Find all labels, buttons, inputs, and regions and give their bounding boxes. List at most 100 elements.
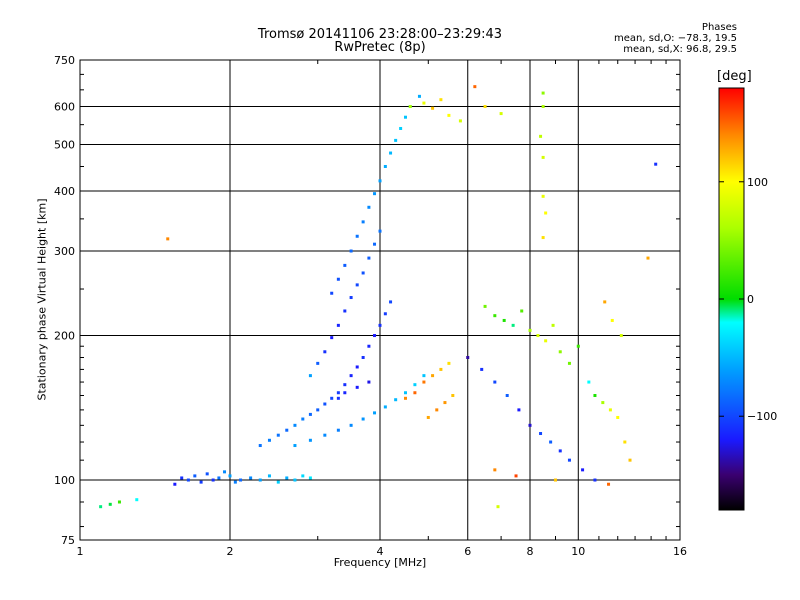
data-point [502, 318, 506, 322]
data-point [422, 374, 426, 378]
data-point [567, 458, 571, 462]
data-point [539, 134, 543, 138]
x-tick-label: 10 [571, 545, 585, 558]
data-point [517, 408, 521, 412]
data-point [511, 323, 515, 327]
data-point [413, 391, 417, 395]
y-tick-label: 75 [61, 534, 75, 547]
data-point [293, 423, 297, 427]
data-point [361, 220, 365, 224]
data-point [293, 478, 297, 482]
data-point [422, 101, 426, 105]
data-point [439, 367, 443, 371]
colorbar-ticks: 100 0 −100 [719, 176, 777, 423]
data-point [285, 428, 289, 432]
data-point [233, 480, 237, 484]
x-tick-label: 16 [673, 545, 687, 558]
legend-entry-o: mean, sd,O: −78.3, 19.5 [614, 33, 737, 44]
data-point [493, 380, 497, 384]
data-point [180, 476, 184, 480]
data-point [581, 468, 585, 472]
data-point [186, 478, 190, 482]
data-point [308, 476, 312, 480]
data-point [217, 476, 221, 480]
colorbar-label: [deg] [717, 69, 752, 84]
data-point [199, 480, 203, 484]
data-point [403, 115, 407, 119]
data-point [293, 444, 297, 448]
data-point [553, 478, 557, 482]
data-point [451, 394, 455, 398]
data-point [355, 385, 359, 389]
data-point [576, 344, 580, 348]
data-point [520, 309, 524, 313]
colorbar-tick-label: −100 [747, 410, 777, 423]
data-point [628, 458, 632, 462]
data-point [373, 411, 377, 415]
data-point [422, 380, 426, 384]
data-point [267, 474, 271, 478]
data-point [616, 415, 620, 419]
data-point [330, 336, 334, 340]
data-point [343, 391, 347, 395]
x-tick-label: 8 [527, 545, 534, 558]
data-point [336, 391, 340, 395]
data-point [473, 85, 477, 89]
data-point [417, 94, 421, 98]
data-point [173, 482, 177, 486]
data-point [431, 106, 435, 110]
data-point [343, 263, 347, 267]
x-tick-label: 1 [77, 545, 84, 558]
y-tick-label: 600 [54, 101, 75, 114]
data-point [567, 361, 571, 365]
data-point [607, 482, 611, 486]
data-point [541, 91, 545, 95]
data-point [389, 151, 393, 155]
data-point [603, 300, 607, 304]
data-point [108, 502, 112, 506]
data-point [528, 328, 532, 332]
y-tick-label: 100 [54, 474, 75, 487]
x-tick-label: 2 [227, 545, 234, 558]
data-point [466, 355, 470, 359]
data-point [316, 361, 320, 365]
data-point [323, 402, 327, 406]
data-point [383, 164, 387, 168]
data-point [394, 138, 398, 142]
data-point [378, 229, 382, 233]
data-point [349, 296, 353, 300]
y-tick-label: 200 [54, 330, 75, 343]
data-point [483, 304, 487, 308]
data-point [355, 283, 359, 287]
data-point [228, 474, 232, 478]
data-point [593, 478, 597, 482]
data-point [239, 478, 243, 482]
data-point [193, 474, 197, 478]
data-points [99, 85, 658, 509]
data-point [447, 361, 451, 365]
data-point [205, 472, 209, 476]
data-point [166, 237, 170, 241]
data-point [514, 474, 518, 478]
data-point [301, 417, 305, 421]
data-point [587, 380, 591, 384]
data-point [285, 476, 289, 480]
data-point [349, 249, 353, 253]
data-point [336, 396, 340, 400]
data-point [373, 242, 377, 246]
data-point [539, 432, 543, 436]
data-point [447, 113, 451, 117]
data-point [544, 339, 548, 343]
data-point [541, 155, 545, 159]
data-point [361, 417, 365, 421]
colorbar-tick-label: 0 [747, 293, 754, 306]
data-point [544, 211, 548, 215]
data-point [316, 408, 320, 412]
data-point [323, 433, 327, 437]
data-point [439, 98, 443, 102]
chart-subtitle: RwPretec (8p) [334, 40, 426, 55]
data-point [258, 478, 262, 482]
data-point [654, 162, 658, 166]
data-point [223, 470, 227, 474]
y-tick-label: 300 [54, 245, 75, 258]
